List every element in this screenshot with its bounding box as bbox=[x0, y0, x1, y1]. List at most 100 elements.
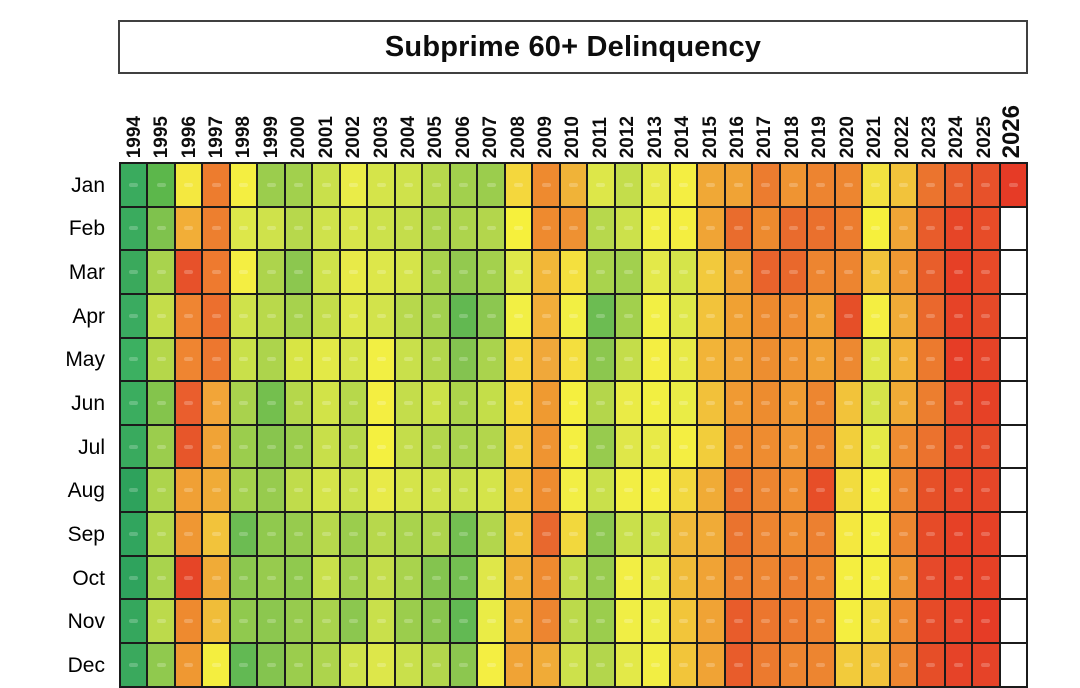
heatmap-cell bbox=[505, 382, 532, 424]
heatmap-cell bbox=[973, 556, 999, 599]
year-label: 2005 bbox=[425, 115, 447, 158]
heatmap-cell bbox=[753, 207, 779, 250]
heatmap-cell bbox=[175, 425, 202, 468]
heatmap-cell bbox=[478, 425, 504, 468]
heatmap-cell bbox=[643, 469, 669, 512]
heatmap-cell bbox=[918, 251, 944, 293]
heatmap-cell bbox=[615, 513, 642, 555]
heatmap-cell bbox=[780, 382, 807, 424]
heatmap-cell bbox=[258, 382, 284, 424]
heatmap-cell bbox=[478, 382, 504, 424]
heatmap-cell bbox=[121, 164, 147, 206]
heatmap-cell bbox=[780, 425, 807, 468]
heatmap-cell bbox=[148, 207, 174, 250]
heatmap-cell bbox=[203, 294, 229, 337]
heatmap-cell bbox=[285, 251, 312, 293]
heatmap-cell bbox=[698, 251, 724, 293]
heatmap-cell bbox=[725, 251, 752, 293]
heatmap-cell bbox=[698, 600, 724, 643]
heatmap-cell bbox=[368, 338, 394, 381]
month-label: Jul bbox=[78, 435, 105, 459]
chart-title: Subprime 60+ Delinquency bbox=[384, 30, 762, 63]
heatmap-cell bbox=[753, 556, 779, 599]
heatmap-cell bbox=[1000, 556, 1026, 599]
heatmap-cell bbox=[395, 600, 422, 643]
heatmap-cell bbox=[395, 644, 422, 686]
heatmap-cell bbox=[973, 644, 999, 686]
heatmap-cell bbox=[313, 556, 339, 599]
heatmap-cell bbox=[450, 164, 477, 206]
heatmap-cell bbox=[478, 338, 504, 381]
heatmap-cell bbox=[643, 513, 669, 555]
heatmap-cell bbox=[890, 338, 917, 381]
heatmap-cell bbox=[121, 556, 147, 599]
heatmap-cell bbox=[313, 644, 339, 686]
heatmap-cell bbox=[505, 469, 532, 512]
heatmap-cell bbox=[725, 513, 752, 555]
heatmap-cell bbox=[670, 338, 697, 381]
heatmap-cell bbox=[505, 600, 532, 643]
heatmap-cell bbox=[725, 207, 752, 250]
heatmap-cell bbox=[1000, 338, 1026, 381]
heatmap-cell bbox=[1000, 164, 1026, 206]
heatmap-cell bbox=[533, 644, 559, 686]
year-label: 2021 bbox=[864, 115, 886, 158]
heatmap-cell bbox=[368, 644, 394, 686]
heatmap-cell bbox=[368, 513, 394, 555]
year-label: 2015 bbox=[699, 115, 721, 158]
heatmap-cell bbox=[258, 164, 284, 206]
heatmap-cell bbox=[285, 600, 312, 643]
heatmap-cell bbox=[808, 382, 834, 424]
heatmap-cell bbox=[725, 556, 752, 599]
heatmap-cell bbox=[698, 207, 724, 250]
heatmap-cell bbox=[890, 513, 917, 555]
heatmap-cell bbox=[175, 164, 202, 206]
heatmap-cell bbox=[808, 164, 834, 206]
heatmap-cell bbox=[890, 425, 917, 468]
heatmap-cell bbox=[340, 556, 367, 599]
heatmap-cell bbox=[368, 382, 394, 424]
heatmap-cell bbox=[918, 469, 944, 512]
heatmap-cell bbox=[588, 338, 614, 381]
heatmap-cell bbox=[588, 207, 614, 250]
heatmap-cell bbox=[670, 207, 697, 250]
heatmap-cell bbox=[258, 469, 284, 512]
heatmap-cell bbox=[890, 600, 917, 643]
heatmap-cell bbox=[230, 644, 257, 686]
heatmap-cell bbox=[1000, 469, 1026, 512]
heatmap-cell bbox=[560, 425, 587, 468]
heatmap-cell bbox=[973, 513, 999, 555]
heatmap-cell bbox=[395, 382, 422, 424]
heatmap-cell bbox=[423, 600, 449, 643]
heatmap-cell bbox=[643, 338, 669, 381]
heatmap-cell bbox=[753, 164, 779, 206]
heatmap-cell bbox=[615, 207, 642, 250]
heatmap-cell bbox=[863, 556, 889, 599]
heatmap-cell bbox=[890, 207, 917, 250]
year-label: 2012 bbox=[617, 115, 639, 158]
heatmap-cell bbox=[643, 164, 669, 206]
heatmap-cell bbox=[780, 469, 807, 512]
heatmap-cell bbox=[863, 164, 889, 206]
heatmap-cell bbox=[918, 513, 944, 555]
heatmap-cell bbox=[148, 382, 174, 424]
heatmap-cell bbox=[918, 207, 944, 250]
heatmap-cell bbox=[121, 338, 147, 381]
heatmap-cell bbox=[780, 164, 807, 206]
heatmap-cell bbox=[615, 600, 642, 643]
heatmap-cell bbox=[643, 251, 669, 293]
heatmap-cell bbox=[945, 513, 972, 555]
heatmap-cell bbox=[973, 338, 999, 381]
heatmap-cell bbox=[945, 382, 972, 424]
heatmap-cell bbox=[148, 513, 174, 555]
heatmap-cell bbox=[560, 294, 587, 337]
heatmap-cell bbox=[423, 382, 449, 424]
heatmap-cell bbox=[973, 207, 999, 250]
heatmap-cell bbox=[945, 207, 972, 250]
heatmap-cell bbox=[643, 600, 669, 643]
heatmap-cell bbox=[780, 513, 807, 555]
heatmap-cell bbox=[725, 382, 752, 424]
year-label: 2003 bbox=[370, 115, 392, 158]
heatmap-cell bbox=[835, 556, 862, 599]
heatmap-cell bbox=[753, 469, 779, 512]
